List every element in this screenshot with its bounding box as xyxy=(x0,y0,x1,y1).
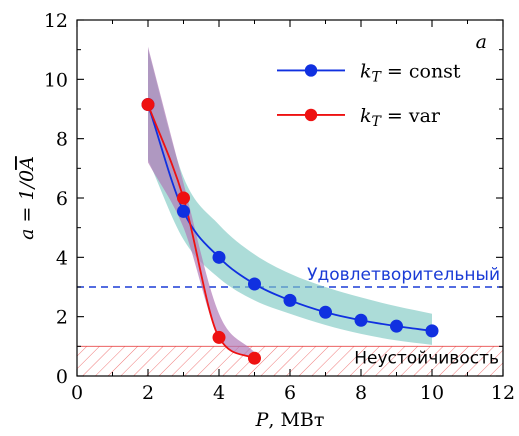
x-tick-label: 8 xyxy=(355,382,367,404)
series-1-band xyxy=(148,49,432,345)
y-tick-label: 10 xyxy=(44,69,68,91)
axes: 0 2 4 6 8 10 12 0 2 4 6 8 10 12 P, МВт a = 1/0A xyxy=(16,10,515,431)
y-tick-label: 2 xyxy=(56,307,68,329)
y-tick-label: 0 xyxy=(56,366,68,388)
series-2-point xyxy=(177,191,191,205)
y-tick-label: 8 xyxy=(56,129,68,151)
x-tick-label: 10 xyxy=(420,382,444,404)
series-2-band xyxy=(148,46,255,360)
legend-marker-1 xyxy=(304,64,318,77)
series-1-point xyxy=(248,277,262,291)
instability-label: Неустойчивость xyxy=(354,348,499,368)
uncertainty-bands xyxy=(148,46,432,360)
panel-letter: a xyxy=(476,31,487,53)
annotation-labels: Удовлетворительный Неустойчивость a xyxy=(307,31,500,368)
series-2-line xyxy=(147,104,255,360)
x-tick-label: 6 xyxy=(284,382,296,404)
y-tick-label: 6 xyxy=(56,188,68,210)
series-1-point xyxy=(318,305,332,319)
legend-label-2: kT = var xyxy=(360,105,441,130)
x-tick-label: 2 xyxy=(142,382,154,404)
satisfactory-label: Удовлетворительный xyxy=(307,265,500,285)
legend: kT = const kT = var xyxy=(277,60,461,130)
series-2-point xyxy=(212,330,226,344)
series-1-point xyxy=(283,293,297,307)
x-axis-label: P, МВт xyxy=(255,409,325,431)
x-tick-label: 0 xyxy=(71,382,83,404)
series-2-point xyxy=(248,351,262,365)
legend-label-1: kT = const xyxy=(360,60,461,85)
y-tick-label: 12 xyxy=(44,10,68,32)
series-1-point xyxy=(177,204,191,218)
x-tick-label: 12 xyxy=(491,382,515,404)
y-tick-label: 4 xyxy=(56,247,68,269)
x-tick-label: 4 xyxy=(213,382,225,404)
series-1-point xyxy=(389,319,403,333)
series-points xyxy=(141,98,439,365)
series-2-point xyxy=(141,98,155,112)
series-1-point xyxy=(212,250,226,264)
legend-marker-2 xyxy=(304,108,318,122)
series-1-point xyxy=(354,313,368,327)
y-axis-label: a = 1/0A xyxy=(16,156,38,240)
series-1-point xyxy=(425,324,439,338)
